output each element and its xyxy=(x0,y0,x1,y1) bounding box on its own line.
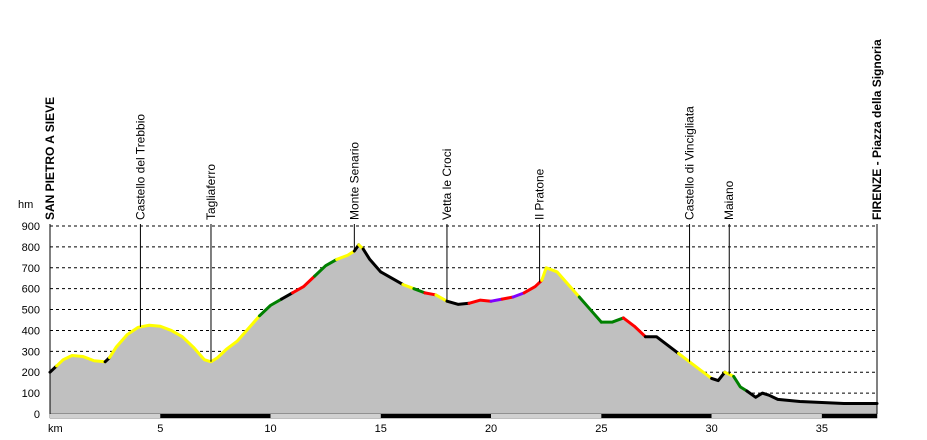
axes: 0 100 200 300 400 500 600 700 800 900 5 10 15 20 25 30 3… xyxy=(22,221,878,435)
elevation-area xyxy=(50,244,877,414)
trail-segment-yellow xyxy=(55,354,107,368)
waypoint-label: Vetta le Croci xyxy=(440,149,454,220)
x-tick-label: 25 xyxy=(595,423,607,435)
x-axis-label: km xyxy=(48,423,63,435)
trail-segment-black xyxy=(745,389,879,406)
y-tick-label: 900 xyxy=(22,221,40,233)
y-tick-label: 600 xyxy=(22,284,40,296)
trail-segment-red xyxy=(621,316,647,339)
waypoint-label: SAN PIETRO A SIEVE xyxy=(43,97,57,220)
x-tick-label: 5 xyxy=(157,423,163,435)
trail-segment-black xyxy=(445,299,471,306)
waypoint-label: Castello del Trebbio xyxy=(133,114,147,220)
km-scale-block xyxy=(50,414,161,418)
trail-segment-yellow xyxy=(401,282,416,291)
x-tick-label: 15 xyxy=(375,423,387,435)
trail-segment-yellow xyxy=(434,293,449,303)
trail-segment-black xyxy=(710,370,727,383)
y-tick-label: 400 xyxy=(22,325,40,337)
trail-segment-red xyxy=(423,291,438,297)
y-tick-label: 800 xyxy=(22,242,40,254)
trail-segment-yellow xyxy=(335,249,356,261)
trail-segment-black xyxy=(361,247,405,286)
x-tick-label: 10 xyxy=(264,423,276,435)
trail-segment-green xyxy=(412,287,427,295)
trail-segment-green xyxy=(732,374,749,393)
y-tick-label: 200 xyxy=(22,367,40,379)
elevation-trail-segments xyxy=(48,243,879,406)
y-tick-label: 500 xyxy=(22,305,40,317)
km-scale-block xyxy=(491,414,602,418)
trail-segment-yellow xyxy=(540,266,581,299)
waypoint-label: Tagliaferro xyxy=(204,164,218,220)
trail-segment-purple xyxy=(511,291,526,299)
trail-segment-black xyxy=(48,364,59,374)
waypoint-label: Castello di Vincigliata xyxy=(683,106,697,220)
waypoint-label: Maiano xyxy=(722,180,736,220)
y-tick-label: 300 xyxy=(22,346,40,358)
trail-segment-green xyxy=(577,295,603,324)
trail-segment-green xyxy=(258,297,284,318)
trail-segment-black xyxy=(643,335,681,355)
trail-segment-purple xyxy=(489,297,504,303)
km-scale-block xyxy=(270,414,381,418)
y-tick-label: 0 xyxy=(34,409,40,421)
x-tick-label: 30 xyxy=(705,423,717,435)
waypoint-label: Monte Senario xyxy=(347,142,361,220)
trail-segment-yellow xyxy=(108,314,262,364)
km-scale-block xyxy=(821,414,877,418)
y-tick-label: 100 xyxy=(22,388,40,400)
km-scale-block xyxy=(601,414,712,418)
elevation-fill xyxy=(50,244,877,414)
x-tick-label: 35 xyxy=(816,423,828,435)
trail-segment-red xyxy=(500,295,515,301)
trail-segment-green xyxy=(313,257,339,278)
y-axis-label: hm xyxy=(18,199,33,211)
trail-segment-yellow xyxy=(677,351,714,380)
km-scale-block xyxy=(160,414,271,418)
y-tick-label: 700 xyxy=(22,263,40,275)
x-tick-label: 20 xyxy=(485,423,497,435)
trail-segment-green xyxy=(599,316,625,324)
trail-segment-red xyxy=(467,298,493,305)
trail-segment-red xyxy=(291,274,317,295)
waypoint-markers: SAN PIETRO A SIEVE Castello del Trebbio Ta… xyxy=(43,39,884,404)
waypoint-label: FIRENZE - Piazza della Signoria xyxy=(870,39,884,220)
km-scale-block xyxy=(380,414,492,418)
km-scale-block xyxy=(711,414,822,418)
trail-segment-black xyxy=(280,291,295,301)
waypoint-label: Il Pratone xyxy=(533,168,547,220)
